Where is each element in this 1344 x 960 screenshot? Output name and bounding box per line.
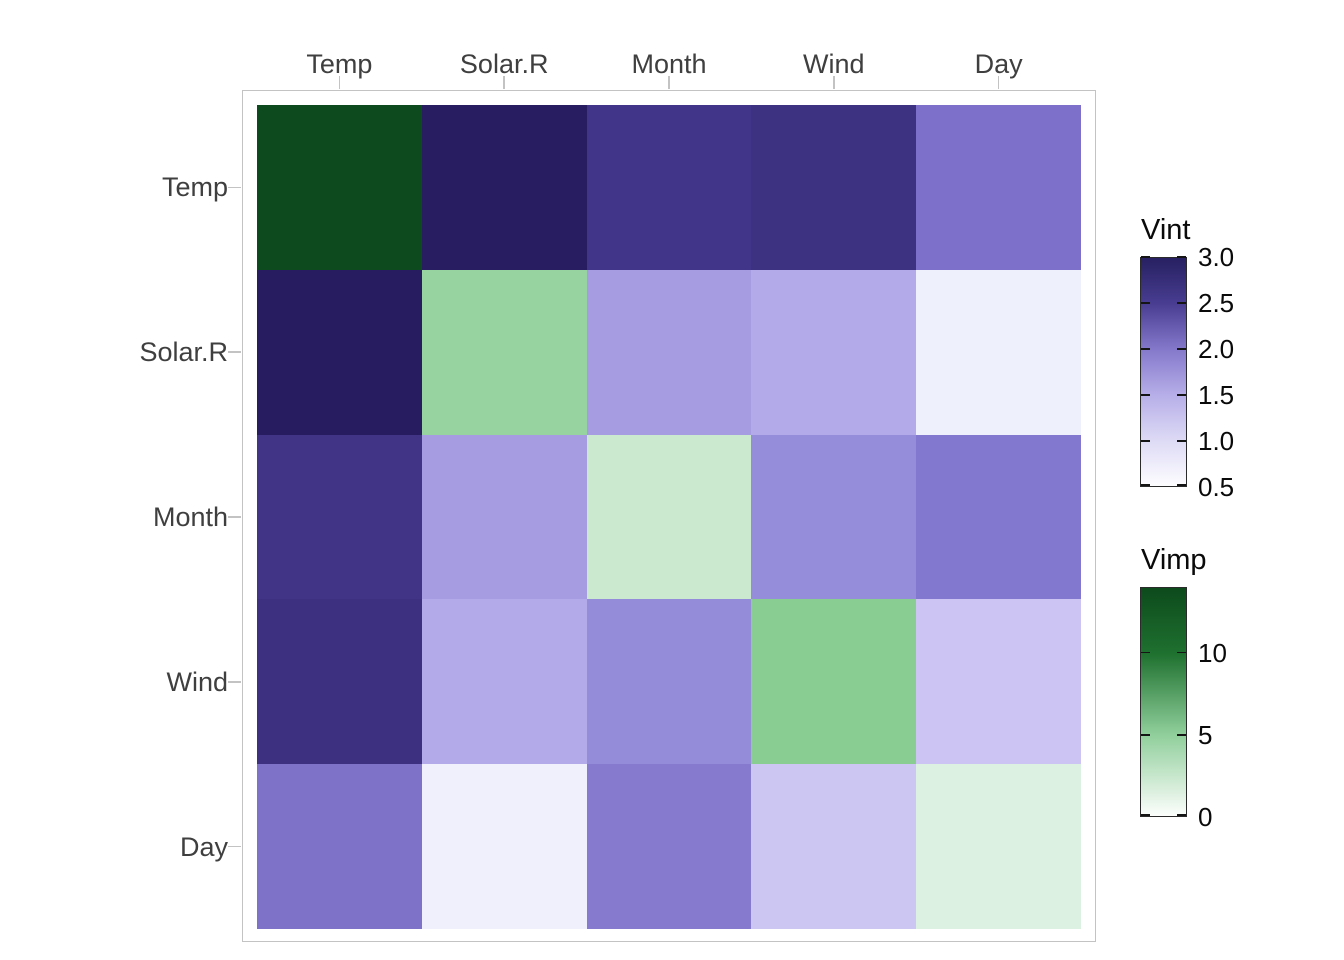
cell-Day-Wind xyxy=(751,764,917,929)
legend-vint-tickmark xyxy=(1141,302,1150,304)
legend-vimp-tickmark xyxy=(1177,651,1186,654)
legend-vint-colorbar xyxy=(1140,257,1187,487)
y-axis-label-Day: Day xyxy=(179,831,228,862)
legend-vint: Vint 3.0 2.5 2.0 1.5 1.0 0.5 xyxy=(1140,210,1310,510)
legend-vimp-tickmark xyxy=(1177,734,1186,736)
cell-Solar.R-Temp xyxy=(257,269,422,435)
cell-Month-Month xyxy=(586,434,752,600)
y-axis-tick xyxy=(228,681,241,683)
x-axis-label-Wind: Wind xyxy=(803,49,865,79)
cell-Day-Month xyxy=(586,764,752,929)
cell-Solar.R-Month xyxy=(586,269,752,435)
legend-vimp-tickmark xyxy=(1141,734,1150,736)
legend-vimp: Vimp 10 5 0 xyxy=(1140,540,1310,840)
cell-Solar.R-Solar.R xyxy=(421,269,587,435)
legend-vimp-label-0: 0 xyxy=(1198,802,1213,832)
legend-vimp-tickmark xyxy=(1141,651,1150,654)
legend-vint-tickmark xyxy=(1177,440,1186,442)
legend-vint-tickmark xyxy=(1177,302,1186,304)
cell-Temp-Month xyxy=(586,105,752,270)
cell-Solar.R-Day xyxy=(916,269,1081,435)
cell-Month-Solar.R xyxy=(421,434,587,600)
legend-vimp-tickmark xyxy=(1177,814,1186,816)
cell-Wind-Temp xyxy=(257,599,422,765)
x-axis-label-Solar.R: Solar.R xyxy=(459,49,549,79)
legend-vint-label-3.0: 3.0 xyxy=(1198,242,1235,272)
legend-vint-tickmark xyxy=(1177,348,1186,350)
y-axis-tick xyxy=(228,845,241,848)
x-axis-tick xyxy=(338,76,341,89)
legend-vint-tickmark xyxy=(1177,394,1186,396)
y-axis-tick xyxy=(228,516,241,518)
legend-vimp-label-5: 5 xyxy=(1198,719,1213,750)
legend-vint-label-2.5: 2.5 xyxy=(1198,288,1235,318)
y-axis-tick xyxy=(228,186,241,189)
x-axis-label-Month: Month xyxy=(631,49,707,79)
cell-Wind-Month xyxy=(586,599,752,765)
cell-Month-Wind xyxy=(751,434,917,600)
legend-vint-tickmark xyxy=(1177,256,1186,258)
legend-vint-tickmark xyxy=(1141,394,1150,396)
legend-vimp-title: Vimp xyxy=(1141,544,1207,576)
x-axis-label-Day: Day xyxy=(974,49,1023,79)
legend-vimp-colorbar xyxy=(1140,587,1187,817)
x-axis-tick xyxy=(997,76,1000,89)
cell-Solar.R-Wind xyxy=(751,269,917,435)
y-axis-label-Month: Month xyxy=(152,502,228,532)
legend-vint-label-0.5: 0.5 xyxy=(1198,472,1235,502)
y-axis-label-Solar.R: Solar.R xyxy=(139,337,228,368)
legend-vint-tickmark xyxy=(1177,484,1186,486)
legend-vint-tickmark xyxy=(1141,440,1150,442)
x-axis-label-Temp: Temp xyxy=(306,49,373,79)
legend-vint-title: Vint xyxy=(1141,214,1191,246)
cell-Day-Temp xyxy=(257,764,422,929)
cell-Wind-Wind xyxy=(751,599,917,765)
legend-vimp-label-10: 10 xyxy=(1198,637,1227,668)
legend-vint-tickmark xyxy=(1141,484,1150,486)
cell-Month-Day xyxy=(916,434,1081,600)
cell-Temp-Wind xyxy=(751,105,917,270)
x-axis-tick xyxy=(833,76,835,89)
legend-vint-label-1.0: 1.0 xyxy=(1198,426,1235,456)
cell-Day-Day xyxy=(916,764,1081,929)
x-axis-tick xyxy=(668,76,670,89)
legend-vint-tickmark xyxy=(1141,256,1150,258)
legend-vint-label-1.5: 1.5 xyxy=(1198,380,1235,410)
legend-vint-label-2.0: 2.0 xyxy=(1198,334,1235,364)
cell-Wind-Day xyxy=(916,599,1081,765)
y-axis-tick xyxy=(228,351,241,353)
cell-Temp-Temp xyxy=(257,105,422,270)
legend-vimp-tickmark xyxy=(1141,814,1150,816)
y-axis-label-Temp: Temp xyxy=(161,172,228,203)
x-axis-tick xyxy=(503,76,505,89)
legend-vint-tickmark xyxy=(1141,348,1150,350)
y-axis-label-Wind: Wind xyxy=(166,666,228,697)
heatmap-grid xyxy=(257,105,1081,929)
cell-Temp-Solar.R xyxy=(421,105,587,270)
cell-Wind-Solar.R xyxy=(421,599,587,765)
cell-Temp-Day xyxy=(916,105,1081,270)
cell-Month-Temp xyxy=(257,434,422,600)
cell-Day-Solar.R xyxy=(421,764,587,929)
